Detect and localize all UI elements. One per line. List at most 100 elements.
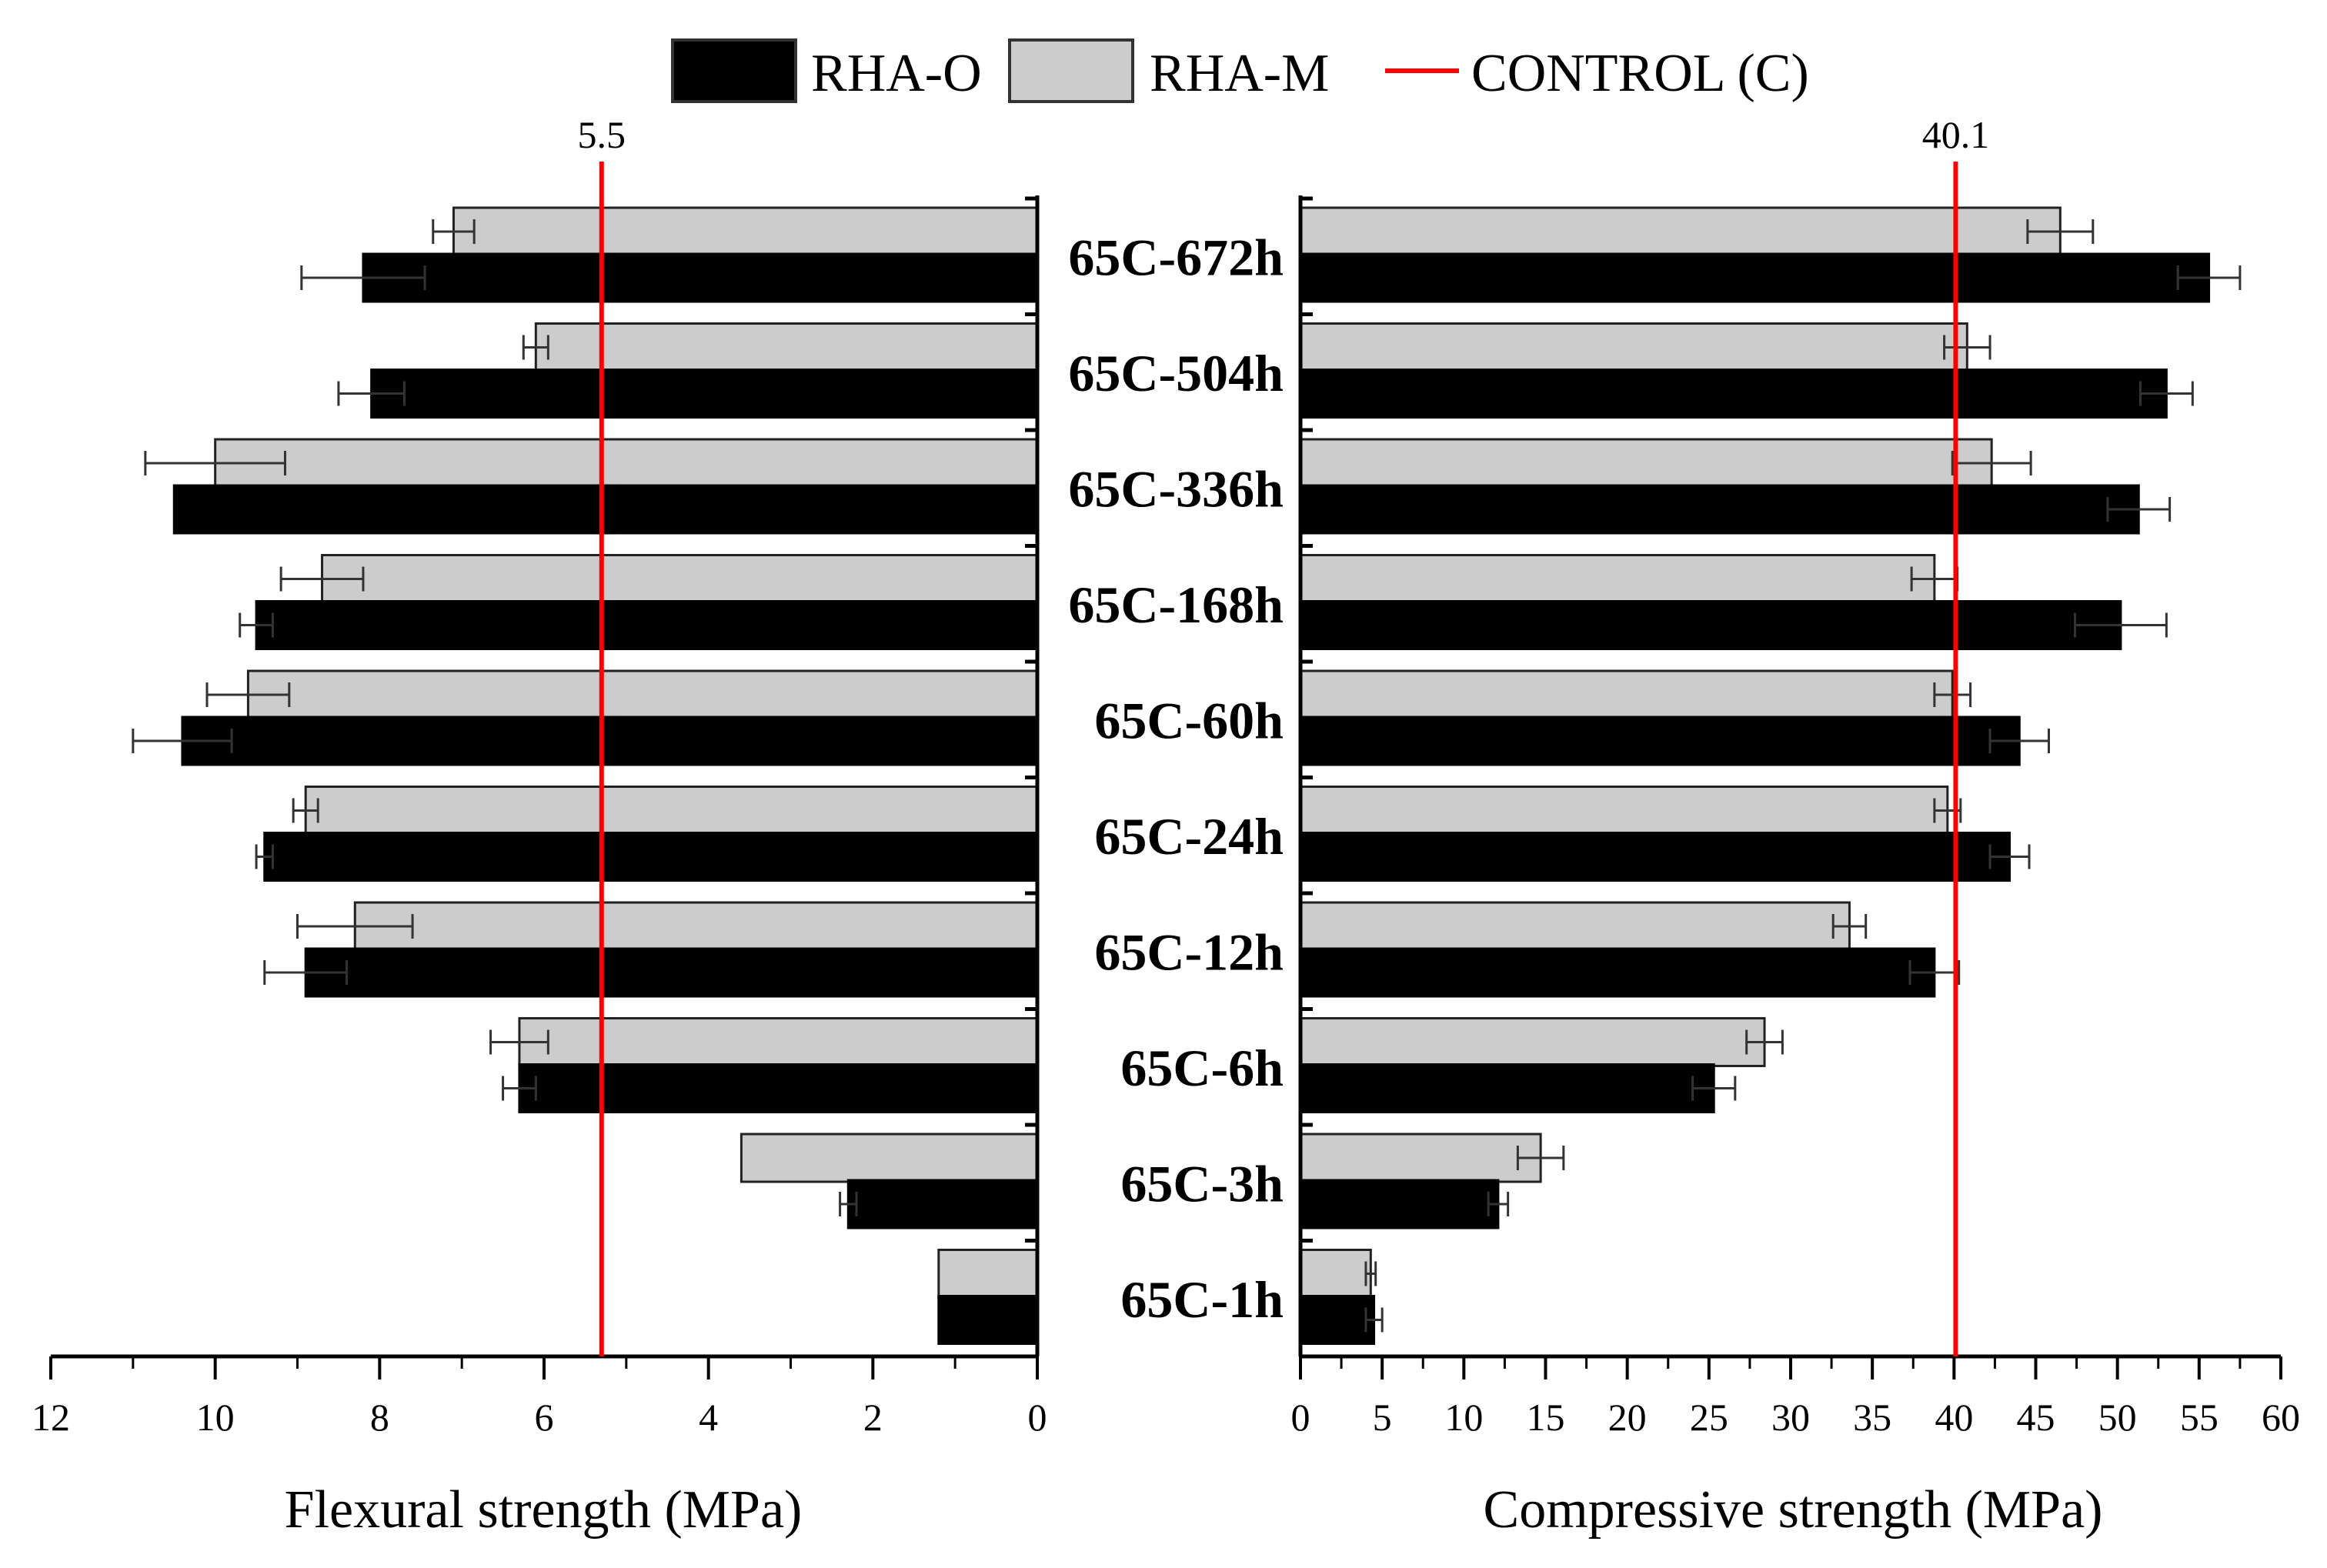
legend-label-rha-m: RHA-M [1150, 44, 1329, 103]
flexural-bar-rha-o-65c-1h [937, 1295, 1039, 1345]
compressive-control-label: 40.1 [1922, 113, 1990, 156]
flexural-tick-label: 6 [535, 1396, 554, 1439]
flexural-tick-label: 0 [1028, 1396, 1047, 1439]
flexural-bar-rha-o-65c-672h [362, 252, 1039, 303]
category-label-65c-168h: 65C-168h [1068, 575, 1284, 634]
category-labels: 65C-672h 65C-504h 65C-336h 65C-168h 65C-60h 6… [1068, 228, 1284, 1329]
flexural-bar-rha-o-65c-168h [255, 600, 1039, 650]
flexural-errorbar-rha-m-65c-60h [205, 682, 291, 707]
flexural-axis-title: Flexural strength (MPa) [285, 1480, 803, 1540]
compressive-bar-rha-o-65c-6h [1299, 1063, 1715, 1113]
flexural-errorbar-rha-o-65c-60h [132, 729, 233, 753]
flexural-control-label: 5.5 [578, 113, 626, 156]
legend-swatch-rha-o [671, 38, 797, 103]
compressive-bar-rha-o-65c-168h [1299, 600, 2122, 650]
compressive-bar-rha-o-65c-12h [1299, 947, 1936, 998]
compressive-errorbar-rha-m-65c-1h [1364, 1261, 1377, 1286]
flexural-errorbar-rha-m-65c-504h [522, 335, 549, 360]
legend-label-control-c: CONTROL (C) [1471, 44, 1809, 103]
flexural-errorbar-rha-o-65c-672h [300, 265, 426, 290]
flexural-bar-rha-m-65c-336h [214, 438, 1039, 489]
flexural-errorbar-rha-m-65c-12h [296, 914, 414, 939]
legend: RHA-O RHA-M CONTROL (C) [671, 38, 1809, 103]
compressive-tick-label: 45 [2017, 1396, 2055, 1439]
compressive-tick-label: 10 [1444, 1396, 1483, 1439]
flexural-errorbar-rha-o-65c-3h [839, 1192, 858, 1216]
compressive-errorbar-rha-o-65c-504h [2138, 381, 2194, 406]
flexural-errorbar-rha-o-65c-168h [239, 612, 274, 638]
compressive-bar-rha-o-65c-24h [1299, 832, 2012, 882]
flexural-tick-label: 8 [370, 1396, 389, 1439]
compressive-bar-rha-o-65c-1h [1299, 1295, 1376, 1345]
legend-label-rha-o: RHA-O [811, 44, 982, 103]
compressive-errorbar-rha-o-65c-168h [2073, 612, 2168, 638]
compressive-bar-rha-o-65c-336h [1299, 484, 2140, 535]
flexural-tick-label: 10 [196, 1396, 235, 1439]
compressive-tick-label: 0 [1291, 1396, 1310, 1439]
compressive-bar-rha-m-65c-672h [1299, 206, 2062, 257]
category-label-65c-672h: 65C-672h [1068, 228, 1284, 286]
compressive-errorbar-rha-m-65c-12h [1831, 914, 1868, 939]
category-label-65c-1h: 65C-1h [1120, 1270, 1284, 1329]
compressive-panel: 0 5 10 15 20 25 30 35 40 45 50 55 60 Compressive stre… [1291, 113, 2301, 1540]
compressive-tick-label: 5 [1373, 1396, 1392, 1439]
flexural-errorbar-rha-m-65c-336h [144, 451, 286, 475]
legend-swatch-rha-m [1008, 38, 1134, 103]
flexural-bar-rha-m-65c-3h [739, 1133, 1039, 1183]
compressive-bar-rha-m-65c-24h [1299, 786, 1949, 836]
category-label-65c-6h: 65C-6h [1120, 1039, 1284, 1097]
category-label-65c-60h: 65C-60h [1094, 691, 1284, 749]
compressive-tick-label: 35 [1853, 1396, 1891, 1439]
flexural-bar-rha-m-65c-168h [321, 554, 1039, 604]
flexural-bar-rha-o-65c-3h [846, 1179, 1039, 1229]
compressive-errorbar-rha-m-65c-60h [1933, 682, 1972, 707]
compressive-errorbar-rha-m-65c-672h [2026, 219, 2095, 244]
category-label-65c-24h: 65C-24h [1094, 807, 1284, 866]
flexural-bar-rha-m-65c-60h [246, 669, 1039, 720]
category-label-65c-504h: 65C-504h [1068, 344, 1284, 402]
flexural-errorbar-rha-m-65c-24h [292, 798, 319, 823]
compressive-errorbar-rha-m-65c-6h [1745, 1029, 1784, 1055]
flexural-bar-rha-o-65c-60h [181, 716, 1039, 766]
compressive-bar-rha-m-65c-3h [1299, 1133, 1542, 1183]
compressive-tick-label: 60 [2262, 1396, 2300, 1439]
flexural-bar-rha-m-65c-504h [534, 322, 1039, 372]
flexural-errorbar-rha-o-65c-12h [263, 960, 349, 985]
category-label-65c-12h: 65C-12h [1094, 922, 1284, 981]
compressive-bar-rha-m-65c-1h [1299, 1249, 1372, 1299]
compressive-errorbar-rha-o-65c-12h [1908, 960, 1961, 985]
compressive-errorbar-rha-o-65c-3h [1487, 1192, 1510, 1216]
flexural-bar-rha-m-65c-1h [937, 1249, 1039, 1299]
flexural-errorbar-rha-m-65c-6h [489, 1029, 549, 1055]
compressive-bar-rha-o-65c-60h [1299, 716, 2021, 766]
compressive-bar-rha-m-65c-336h [1299, 438, 1993, 489]
compressive-tick-label: 25 [1690, 1396, 1728, 1439]
compressive-axis-title: Compressive strength (MPa) [1484, 1480, 2103, 1540]
compressive-tick-label: 50 [2098, 1396, 2137, 1439]
compressive-tick-label: 55 [2180, 1396, 2218, 1439]
category-label-65c-336h: 65C-336h [1068, 459, 1284, 518]
flexural-bar-rha-m-65c-24h [304, 786, 1039, 836]
flexural-errorbar-rha-m-65c-168h [279, 566, 365, 592]
compressive-errorbar-rha-o-65c-1h [1364, 1307, 1384, 1333]
flexural-bar-rha-m-65c-6h [518, 1017, 1039, 1067]
flexural-bar-rha-m-65c-12h [353, 901, 1039, 952]
category-label-65c-3h: 65C-3h [1120, 1154, 1284, 1213]
flexural-bar-rha-o-65c-6h [518, 1063, 1039, 1113]
flexural-tick-label: 2 [863, 1396, 883, 1439]
compressive-bar-rha-m-65c-60h [1299, 669, 1954, 720]
flexural-bar-rha-o-65c-336h [172, 484, 1039, 535]
flexural-tick-label: 12 [32, 1396, 70, 1439]
compressive-bar-rha-o-65c-672h [1299, 252, 2211, 303]
compressive-bar-rha-m-65c-6h [1299, 1017, 1766, 1067]
compressive-errorbar-rha-o-65c-24h [1988, 844, 2031, 869]
flexural-errorbar-rha-o-65c-24h [255, 844, 274, 869]
compressive-tick-label: 30 [1771, 1396, 1810, 1439]
flexural-errorbar-rha-m-65c-672h [432, 219, 476, 244]
compressive-errorbar-rha-o-65c-336h [2106, 497, 2172, 522]
compressive-tick-label: 20 [1608, 1396, 1647, 1439]
compressive-errorbar-rha-m-65c-336h [1951, 451, 2032, 475]
flexural-tick-label: 4 [699, 1396, 718, 1439]
compressive-bar-rha-m-65c-504h [1299, 322, 1968, 372]
